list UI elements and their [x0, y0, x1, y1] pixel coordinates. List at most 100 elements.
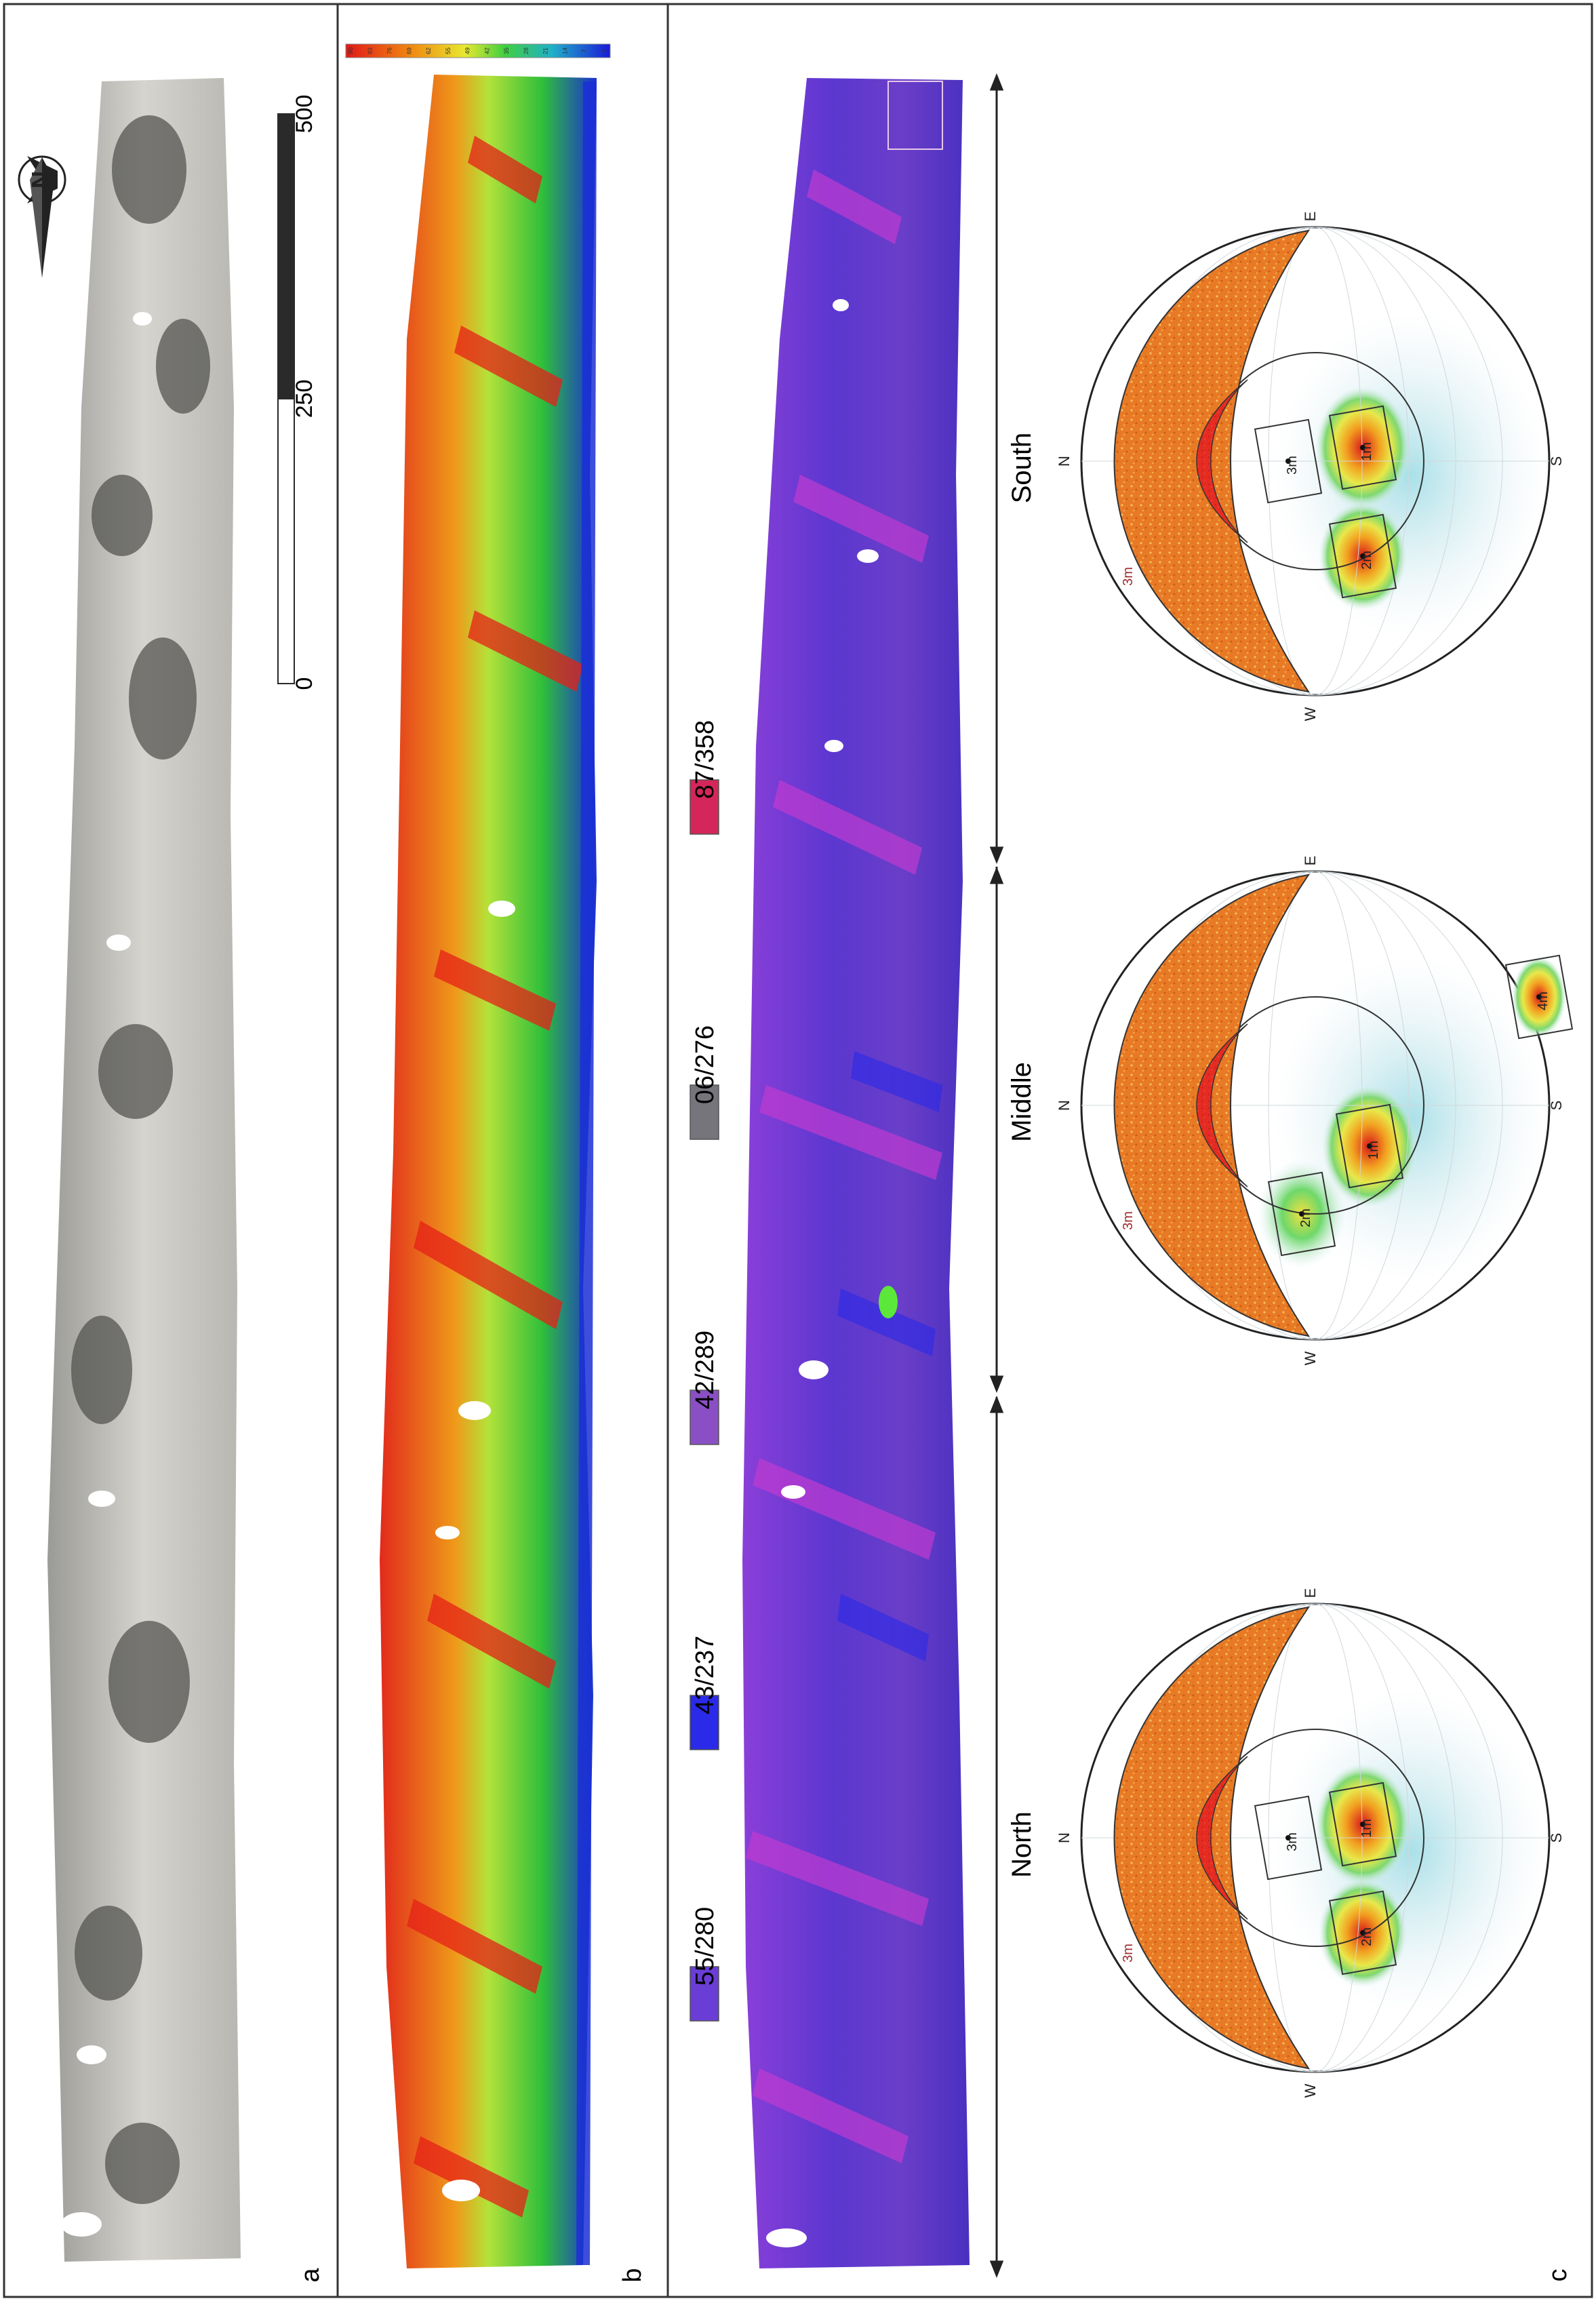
compass-e: E: [1302, 856, 1319, 866]
stereonet-south: 1m 2m 3m 3m N E S W: [1056, 212, 1565, 722]
wedge-failure-zone: [1113, 229, 1311, 693]
north-letter: N: [26, 171, 54, 189]
facet-green-spot: [879, 1286, 898, 1318]
scale-bar-light: [277, 398, 295, 684]
wedge-failure-zone: [1113, 873, 1311, 1337]
slope-blue-edge: [576, 81, 597, 2265]
set-label: 2m: [1359, 551, 1374, 570]
panel-a: N 0 250 500 a: [18, 78, 325, 2283]
planar-failure-zone: [1196, 1023, 1248, 1187]
legend-label: 42/289: [691, 1331, 719, 1409]
colorbar-tick: 49: [464, 47, 471, 54]
set-window: [1328, 1782, 1397, 1867]
planar-failure-zone: [1196, 379, 1248, 543]
panel-label-b: b: [618, 2268, 647, 2282]
colorbar-tick: 42: [483, 47, 490, 54]
legend-label: 06/276: [691, 1025, 719, 1104]
compass-e: E: [1302, 212, 1319, 222]
set-pole: [1360, 1930, 1365, 1935]
set-pole: [1360, 1822, 1365, 1827]
colorbar-tick: 76: [386, 47, 393, 54]
compass-s: S: [1548, 1833, 1565, 1843]
set-label: 2m: [1298, 1208, 1313, 1227]
colorbar: [345, 43, 611, 58]
legend-swatch: [690, 1084, 719, 1140]
colorbar-tick: 83: [367, 47, 374, 54]
photo-dark-patches: [71, 115, 210, 2204]
set-window: [1335, 1103, 1404, 1189]
legend-swatch: [690, 1695, 719, 1750]
compass-w: W: [1302, 2083, 1319, 2098]
set-window: [1328, 405, 1397, 490]
compass-n: N: [1056, 456, 1073, 467]
slope-strip: [380, 75, 597, 2268]
set-window: [1254, 1795, 1323, 1881]
colorbar-tick: 62: [425, 47, 432, 54]
set-window: [1328, 513, 1397, 599]
colorbar-tick: 0: [601, 49, 607, 52]
set-pole: [1299, 1211, 1304, 1217]
section-arrows: [989, 73, 1004, 2279]
set-window: [1267, 1171, 1336, 1257]
set-window: [1254, 418, 1323, 504]
wedge-failure-zone: [1113, 1606, 1311, 2070]
scale-tick-500: 500: [292, 95, 317, 134]
plane-label: 3m: [1121, 1211, 1136, 1230]
set-pole: [1360, 553, 1365, 559]
legend-swatch: [690, 779, 719, 835]
figure-frame: [3, 3, 1593, 2298]
set-pole: [1285, 1835, 1291, 1841]
compass-n: N: [1056, 1100, 1073, 1111]
panel-c: 55/280 43/237 42/289 06/276 87/358: [690, 73, 1574, 2282]
set-label: 3m: [1285, 1832, 1300, 1851]
set-label: 1m: [1366, 1141, 1381, 1160]
section-label-south: South: [1007, 433, 1037, 504]
colorbar-tick: 21: [542, 47, 549, 54]
facet-gaps: [766, 299, 879, 2247]
colorbar-tick: 14: [561, 47, 568, 54]
facet-inset-box: [887, 81, 943, 150]
plane-label: 3m: [1121, 1944, 1136, 1963]
photo-white-gaps: [61, 312, 152, 2237]
legend-label: 55/280: [691, 1907, 719, 1986]
facet-strip: [742, 78, 970, 2268]
plane-label: 3m: [1121, 567, 1136, 586]
compass-w: W: [1302, 707, 1319, 721]
set-pole: [1285, 458, 1291, 464]
panel-label-c: c: [1544, 2269, 1572, 2282]
legend-label: 43/237: [691, 1636, 719, 1714]
colorbar-tick: 7: [581, 49, 588, 52]
set-window: [1504, 954, 1574, 1040]
stereonet-north: 1m 2m 3m 3m N E S W: [1056, 1588, 1565, 2098]
stereonets: 1m 2m 3m 3m N E S W 1m 2m 4m 3m N E S W 1m 2m 3m 3m N E S W: [1056, 212, 1574, 2098]
colorbar-tick-labels: 90 83 76 69 62 55 49 42 35 28 21 14 7 0: [347, 47, 607, 54]
colorbar-tick: 35: [503, 47, 510, 54]
compass-s: S: [1548, 1101, 1565, 1111]
facet-blue-bands: [837, 1051, 942, 1661]
colorbar-tick: 69: [405, 47, 412, 54]
set-label: 4m: [1536, 991, 1551, 1010]
slope-red-bands: [407, 136, 583, 2218]
compass-s: S: [1548, 456, 1565, 467]
set-label: 3m: [1285, 456, 1300, 475]
set-pole: [1536, 994, 1542, 1000]
legend-swatch: [690, 1966, 719, 2022]
compass-e: E: [1302, 1588, 1319, 1598]
colorbar-tick: 28: [523, 47, 530, 54]
compass-n: N: [1056, 1832, 1073, 1843]
set-label: 1m: [1359, 1819, 1374, 1838]
panel-b: 90 83 76 69 62 55 49 42 35 28 21 14 7 0 b: [345, 43, 647, 2283]
stereonet-middle: 1m 2m 4m 3m N E S W: [1056, 856, 1574, 1365]
facet-magenta-bands: [746, 170, 942, 2163]
planar-failure-zone: [1196, 1756, 1248, 1920]
section-label-north: North: [1007, 1811, 1037, 1878]
density-halo: [1275, 312, 1546, 637]
legend: 55/280 43/237 42/289 06/276 87/358: [690, 720, 719, 2022]
section-label-middle: Middle: [1007, 1062, 1037, 1142]
panel-label-a: a: [296, 2268, 325, 2283]
set-label: 2m: [1359, 1927, 1374, 1946]
scale-bar-dark: [277, 113, 295, 399]
legend-swatch: [690, 1390, 719, 1445]
orthophoto-strip: [47, 78, 241, 2262]
